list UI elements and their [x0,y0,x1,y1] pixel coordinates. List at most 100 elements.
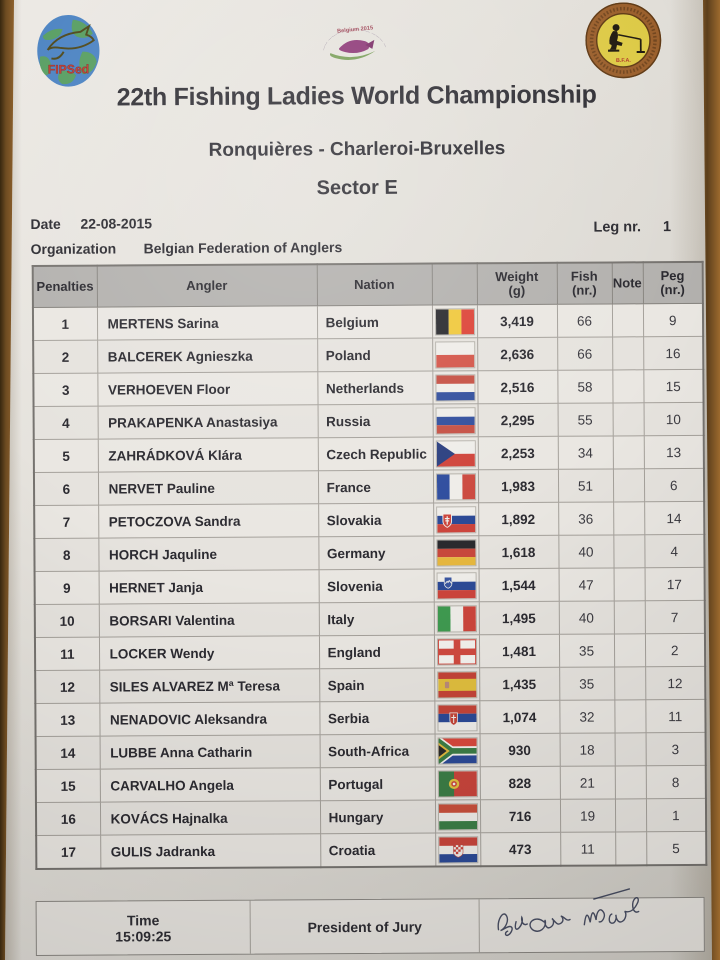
nation-cell: Slovakia [318,503,434,537]
nation-cell: Hungary [319,800,436,834]
weight-cell: 1,495 [478,601,559,635]
flag-spain-icon [437,671,476,698]
fish-count-cell: 34 [557,435,613,470]
nation-cell: Spain [319,668,435,702]
header-angler: Angler [96,264,317,308]
fish-count-cell: 18 [559,732,615,767]
peg-cell: 6 [643,468,705,502]
flag-cell [434,766,480,801]
date-label: Date [30,215,61,233]
rank-cell: 10 [34,604,99,638]
peg-cell: 13 [643,435,704,469]
peg-cell: 9 [642,303,704,337]
flag-slovakia-icon [436,506,475,533]
fish-count-cell: 66 [557,336,613,371]
angler-cell: HORCH Jaquline [98,536,319,572]
header-peg: Peg (nr.) [642,261,703,304]
nation-cell: South-Africa [319,734,435,768]
weight-cell: 2,295 [477,403,558,437]
note-cell [613,501,645,535]
flag-cell [435,832,481,867]
rank-cell: 7 [34,505,99,539]
peg-cell: 16 [643,336,704,370]
flag-cell [434,799,481,834]
flag-czech-republic-icon [436,440,475,467]
nation-cell: Slovenia [318,569,434,603]
note-cell [614,699,646,733]
note-cell [613,633,646,667]
organization-value: Belgian Federation of Anglers [143,239,343,257]
fish-count-cell: 40 [558,534,614,569]
note-cell [612,402,644,436]
organization-label: Organization [30,240,117,258]
note-cell [612,435,644,469]
emblem-fish [338,39,370,54]
rank-cell: 17 [36,835,101,869]
angler-cell: SILES ALVAREZ Mª Teresa [99,668,320,704]
weight-cell: 2,636 [477,337,558,371]
nation-cell: Russia [317,404,433,438]
table-row: 7 PETOCZOVA Sandra Slovakia 1,892 36 14 [34,501,705,539]
rank-cell: 5 [33,439,98,473]
weight-cell: 1,481 [478,634,560,668]
table-row: 2 BALCEREK Agnieszka Poland 2,636 66 16 [33,336,704,374]
weight-cell: 1,074 [479,700,560,734]
weight-cell: 828 [479,766,560,800]
leg-number-row: Leg nr. 1 [593,219,671,235]
table-row: 8 HORCH Jaquline Germany 1,618 40 4 [34,534,705,572]
angler-cell: LOCKER Wendy [98,635,320,671]
fish-count-cell: 11 [560,831,616,866]
angler-cell: MERTENS Sarina [96,305,318,341]
president-of-jury-cell: President of Jury [250,899,480,954]
flag-serbia-icon [437,704,477,731]
fish-count-cell: 58 [557,369,613,404]
rank-cell: 14 [35,736,100,770]
date-row: Date 22-08-2015 [30,215,152,232]
flag-cell [433,634,480,669]
angler-cell: NENADOVIC Aleksandra [99,701,320,737]
emblem-fish-tail [365,39,375,49]
angler-cell: CARVALHO Angela [99,767,320,803]
flag-cell [432,337,478,372]
flag-portugal-icon [438,770,477,797]
note-cell [612,336,644,370]
angler-cell: GULIS Jadranka [100,833,321,869]
nation-cell: England [318,635,435,669]
peg-cell: 4 [644,534,705,568]
peg-cell: 11 [645,699,706,733]
header-fish: Fish (nr.) [556,262,612,305]
flag-germany-icon [436,539,476,566]
weight-cell: 1,435 [479,667,560,701]
flag-cell [431,304,478,339]
flag-cell [433,502,479,537]
note-cell [612,369,644,403]
peg-cell: 7 [644,600,705,634]
flag-croatia-icon [438,836,477,863]
angler-cell: HERNET Janja [98,569,319,605]
table-row: 16 KOVÁCS Hajnalka Hungary 716 19 1 [35,798,707,836]
fish-count-cell: 40 [558,600,614,635]
flag-cell [433,568,479,603]
leg-value: 1 [662,219,672,236]
results-table: Penalties Angler Nation Weight (g) Fish … [31,260,708,870]
fish-count-cell: 32 [559,699,615,734]
flag-italy-icon [437,605,476,632]
time-value: 15:09:25 [115,927,172,945]
venue-subtitle: Ronquières - Charleroi-Bruxelles [208,138,506,161]
rank-cell: 2 [33,340,98,374]
bfa-badge-text: B.F.A. [616,58,631,64]
peg-cell: 12 [645,666,706,700]
president-signature [497,888,640,937]
sector-heading: Sector E [316,176,398,200]
peg-cell: 1 [645,798,707,832]
note-cell [613,600,645,634]
nation-cell: Czech Republic [317,437,433,471]
table-row: 15 CARVALHO Angela Portugal 828 21 8 [35,765,706,803]
peg-cell: 17 [644,567,705,601]
peg-cell: 15 [643,369,704,403]
flag-cell [433,535,479,570]
bfa-federation-badge: B.F.A. [580,0,667,91]
fish-count-cell: 66 [556,303,613,338]
